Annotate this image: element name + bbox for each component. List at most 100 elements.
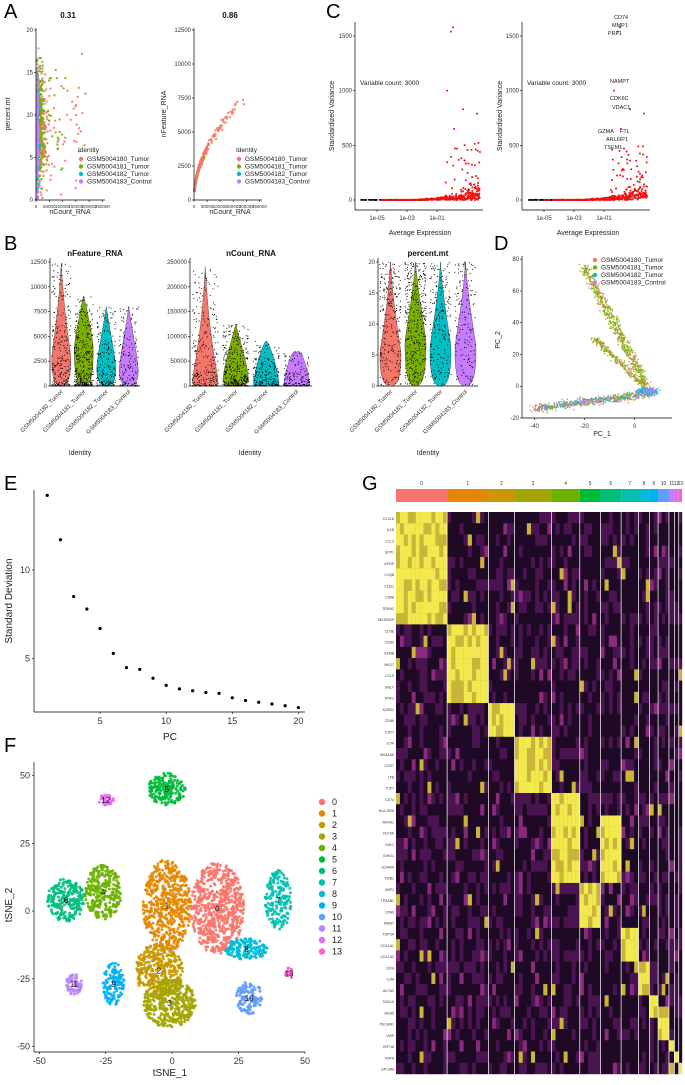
b-point xyxy=(204,381,205,382)
b-point xyxy=(242,355,243,356)
b-x-tick-label: GSM5004181_Tumor xyxy=(42,389,87,434)
b-point xyxy=(199,382,200,383)
c-point-variable xyxy=(596,198,598,200)
b-point xyxy=(248,381,249,382)
b-point xyxy=(76,381,77,382)
b-point xyxy=(131,356,132,357)
b-point xyxy=(121,317,122,318)
b-point xyxy=(120,360,121,361)
b-point xyxy=(211,308,212,309)
b-point xyxy=(51,355,52,356)
b-point xyxy=(79,310,80,311)
b-point xyxy=(58,383,59,384)
b-point xyxy=(54,349,55,350)
b-point xyxy=(123,321,124,322)
b-point xyxy=(104,364,105,365)
b-point xyxy=(123,351,124,352)
b-point xyxy=(104,348,105,349)
b-point xyxy=(240,358,241,359)
b-point xyxy=(70,368,71,369)
b-point xyxy=(105,317,106,318)
b-point xyxy=(97,370,98,371)
b-point xyxy=(62,356,63,357)
b-point xyxy=(55,341,56,342)
b-point xyxy=(228,385,229,386)
c-point-variable xyxy=(471,176,473,178)
b-point xyxy=(269,372,270,373)
b-point xyxy=(128,375,129,376)
b-point xyxy=(98,385,99,386)
b-point xyxy=(123,347,124,348)
a1-point xyxy=(40,73,42,75)
b-point xyxy=(81,379,82,380)
b-point xyxy=(83,377,84,378)
b-point xyxy=(197,363,198,364)
b-point xyxy=(61,270,62,271)
b-point xyxy=(208,355,209,356)
b-point xyxy=(240,354,241,355)
b-point xyxy=(78,314,79,315)
a1-point xyxy=(74,187,76,189)
c-point-variable xyxy=(477,194,479,196)
b-point xyxy=(111,385,112,386)
b-point xyxy=(210,334,211,335)
b-point xyxy=(276,382,277,383)
b-point xyxy=(89,385,90,386)
b-point xyxy=(70,335,71,336)
b-point xyxy=(204,385,205,386)
b-point xyxy=(79,373,80,374)
b-point xyxy=(266,381,267,382)
b-point xyxy=(107,377,108,378)
b-point xyxy=(53,291,54,292)
b-point xyxy=(107,321,108,322)
b-point xyxy=(275,366,276,367)
b-point xyxy=(52,384,53,385)
b-point xyxy=(216,381,217,382)
b-point xyxy=(77,368,78,369)
b-point xyxy=(75,325,76,326)
panel-label-f: F xyxy=(4,735,16,757)
b-point xyxy=(206,278,207,279)
b-point xyxy=(243,363,244,364)
b-point xyxy=(236,338,237,339)
a1-point xyxy=(46,142,48,144)
b-point xyxy=(210,269,211,270)
b-point xyxy=(213,309,214,310)
b-point xyxy=(241,380,242,381)
b-violin xyxy=(74,296,93,386)
b-point xyxy=(234,350,235,351)
c-point-variable xyxy=(383,199,385,201)
b-point xyxy=(87,384,88,385)
b-point xyxy=(83,297,84,298)
c-point-variable xyxy=(460,195,462,197)
b-point xyxy=(52,326,53,327)
b-point xyxy=(256,358,257,359)
b-point xyxy=(205,355,206,356)
b-point xyxy=(224,347,225,348)
c-point-variable xyxy=(460,157,462,159)
b-point xyxy=(238,339,239,340)
b-point xyxy=(228,358,229,359)
b-point xyxy=(121,378,122,379)
b-point xyxy=(199,287,200,288)
b-point xyxy=(56,381,57,382)
b-point xyxy=(75,332,76,333)
b-point xyxy=(86,384,87,385)
b-point xyxy=(128,355,129,356)
a1-point xyxy=(37,97,39,99)
b-point xyxy=(241,383,242,384)
a1-x-tick-label: 0 xyxy=(35,204,38,209)
b-point xyxy=(230,349,231,350)
b-point xyxy=(229,378,230,379)
b-panel-title: nCount_RNA xyxy=(226,249,276,258)
b-point xyxy=(241,346,242,347)
b-point xyxy=(74,347,75,348)
b-point xyxy=(238,383,239,384)
a1-point xyxy=(61,167,63,169)
b-point xyxy=(227,385,228,386)
b-point xyxy=(69,362,70,363)
c-point-variable xyxy=(446,90,448,92)
b-point xyxy=(193,343,194,344)
b-point xyxy=(217,383,218,384)
b-point xyxy=(247,336,248,337)
